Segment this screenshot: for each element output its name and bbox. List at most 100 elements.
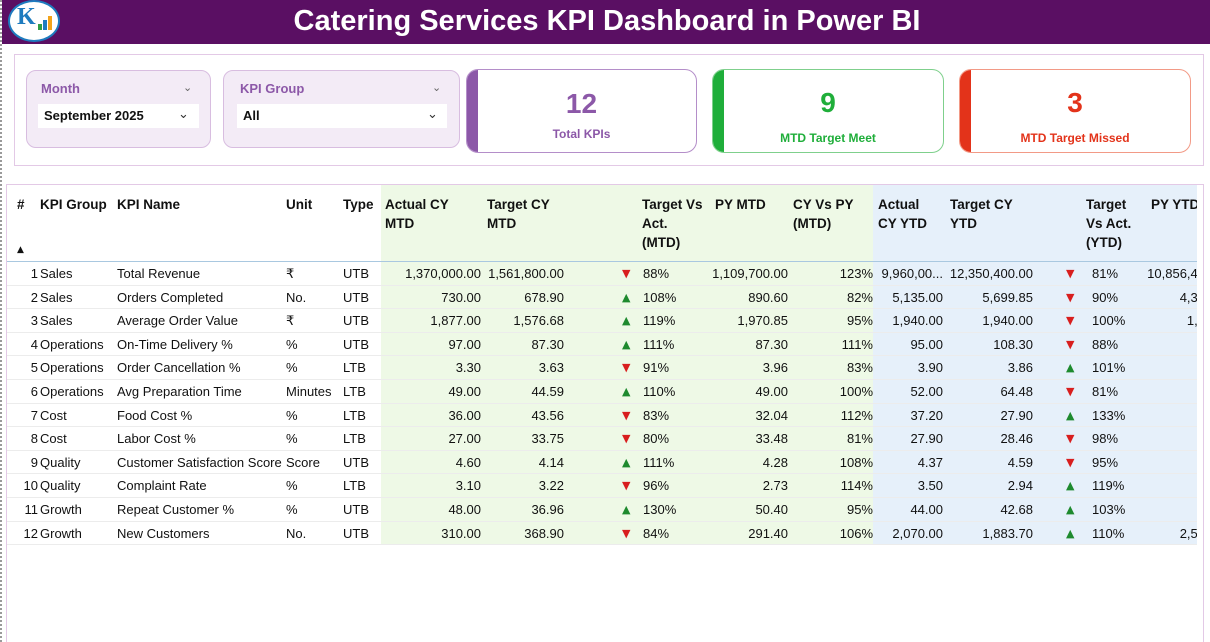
cell-unit: %	[286, 501, 298, 517]
cell-target-vs-act-mtd: 88%	[643, 266, 670, 281]
col-header-actual-cy-mtd[interactable]: Actual CY MTD	[385, 197, 449, 231]
cell-row-number: 9	[30, 454, 38, 470]
table-row[interactable]: 6 Operations Avg Preparation Time Minutes LT…	[7, 380, 1203, 404]
col-header-py-mtd[interactable]: PY MTD	[715, 197, 766, 212]
mtd-target-meet-label: MTD Target Meet	[780, 131, 876, 145]
chevron-down-icon[interactable]: ⌄	[427, 107, 438, 122]
cell-target-cy-mtd: 87.30	[531, 336, 564, 352]
cell-kpi-name: Complaint Rate	[117, 478, 207, 494]
cell-cy-vs-py-mtd: 95%	[846, 313, 873, 329]
table-row[interactable]: 1 Sales Total Revenue ₹ UTB 1,370,000.00 1,561…	[7, 262, 1204, 286]
cell-target-vs-act-ytd: 100%	[1092, 313, 1126, 329]
cell-py-ytd: 2	[1145, 408, 1203, 423]
month-dropdown[interactable]: September 2025 ⌄	[38, 104, 199, 128]
cell-actual-cy-mtd: 3.30	[455, 360, 481, 376]
kpi-group-slicer[interactable]: KPI Group ⌄ All ⌄	[223, 70, 460, 148]
cell-cy-vs-py-mtd: 95%	[846, 501, 873, 517]
card-accent	[713, 70, 724, 152]
dashboard-header: K Catering Services KPI Dashboard in Pow…	[2, 0, 1210, 44]
cell-row-number: 4	[30, 336, 38, 352]
cell-py-ytd: 4,31	[1179, 289, 1204, 305]
table-row[interactable]: 10 Quality Complaint Rate% LTB 3.10 3.22 ▼ 96% 2…	[7, 474, 1203, 498]
vertical-scrollbar[interactable]	[1197, 185, 1203, 642]
cell-actual-cy-mtd: 48.00	[448, 501, 481, 517]
cell-py-ytd: 1,5	[1186, 313, 1204, 329]
cell-target-cy-ytd: 1,883.70	[982, 525, 1033, 541]
cell-type: LTB	[343, 407, 366, 423]
cell-type: LTB	[343, 478, 366, 494]
cell-kpi-name: Orders Completed	[117, 289, 224, 305]
mtd-target-meet-value: 9	[820, 87, 836, 118]
cell-py-ytd: 10,856,40	[1147, 266, 1204, 281]
cell-type: UTB	[343, 525, 369, 541]
col-header-number[interactable]: #	[17, 197, 25, 212]
card-accent	[960, 70, 971, 152]
cell-row-number: 3	[30, 313, 38, 329]
month-slicer[interactable]: Month ⌄ September 2025 ⌄	[26, 70, 211, 148]
col-header-target-vs-act-ytd[interactable]: Target Vs Act. (YTD)	[1086, 197, 1132, 250]
cell-target-cy-ytd: 4.59	[1007, 454, 1033, 470]
cell-type: UTB	[343, 313, 369, 329]
cell-actual-cy-mtd: 27.00	[448, 431, 481, 447]
cell-actual-cy-ytd: 2,070.00	[892, 525, 943, 541]
table-row[interactable]: 4 Operations On-Time Delivery %% UTB 97.00 87…	[7, 333, 1203, 357]
chevron-down-icon[interactable]: ⌄	[432, 81, 442, 94]
col-header-py-ytd[interactable]: PY YTD	[1151, 197, 1200, 212]
col-header-kpi-name[interactable]: KPI Name	[117, 197, 181, 212]
table-row[interactable]: 11 Growth Repeat Customer %% UTB 48.00 36.96 ▲…	[7, 498, 1203, 522]
col-header-unit[interactable]: Unit	[286, 197, 313, 212]
col-header-cy-vs-py-mtd[interactable]: CY Vs PY (MTD)	[793, 197, 854, 231]
cell-target-cy-mtd: 43.56	[531, 407, 564, 423]
table-row[interactable]: 12 Growth New Customers No. UTB 310.00 368.90 ▼…	[7, 522, 1203, 546]
cell-py-mtd: 4.28	[762, 454, 788, 470]
table-row[interactable]: 2 Sales Orders Completed No. UTB 730.00 678.90…	[7, 286, 1204, 310]
kpi-table[interactable]: # KPI Group KPI Name Unit Type Actual CY…	[6, 184, 1204, 642]
cell-target-cy-mtd: 36.96	[531, 501, 564, 517]
col-header-actual-cy-ytd[interactable]: Actual CY YTD	[878, 197, 928, 231]
cell-cy-vs-py-mtd: 112%	[840, 407, 873, 423]
logo-bar-icon	[38, 24, 42, 30]
cell-actual-cy-ytd: 9,960,00...	[881, 266, 943, 281]
cell-target-vs-act-ytd: 81%	[1092, 383, 1119, 399]
table-row[interactable]: 5 Operations Order Cancellation %% LTB 3.30 3…	[7, 356, 1203, 380]
cell-cy-vs-py-mtd: 83%	[846, 360, 873, 376]
col-header-type[interactable]: Type	[343, 197, 374, 212]
col-header-kpi-group[interactable]: KPI Group	[40, 197, 107, 212]
cell-target-vs-act-ytd: 119%	[1092, 478, 1125, 494]
col-header-target-vs-act-mtd[interactable]: Target Vs Act. (MTD)	[642, 197, 703, 250]
cell-target-cy-ytd: 64.48	[1000, 383, 1033, 399]
cell-target-cy-ytd: 2.94	[1007, 478, 1033, 494]
arrow-up-icon: ▲	[1066, 479, 1075, 493]
cell-kpi-group: Quality	[40, 454, 81, 470]
kpi-group-selected-value: All	[243, 108, 260, 123]
chevron-down-icon[interactable]: ⌄	[183, 81, 193, 94]
arrow-down-icon: ▼	[1066, 455, 1075, 469]
cell-target-vs-act-ytd: 133%	[1092, 407, 1126, 423]
cell-kpi-name: On-Time Delivery %	[117, 336, 233, 352]
col-header-target-cy-ytd[interactable]: Target CY YTD	[950, 197, 1013, 231]
cell-unit: %	[286, 478, 298, 494]
cell-type: LTB	[343, 360, 366, 376]
kpi-group-dropdown[interactable]: All ⌄	[237, 104, 447, 128]
chevron-down-icon[interactable]: ⌄	[178, 107, 189, 122]
cell-target-cy-ytd: 28.46	[1000, 431, 1033, 447]
table-row[interactable]: 7 Cost Food Cost %% LTB 36.00 43.56 ▼ 83% 32.04 1…	[7, 404, 1203, 428]
cell-target-vs-act-ytd: 90%	[1092, 289, 1119, 305]
cell-actual-cy-ytd: 27.90	[910, 431, 943, 447]
cell-kpi-group: Growth	[40, 525, 82, 541]
cell-py-mtd: 49.00	[755, 383, 788, 399]
cell-kpi-group: Sales	[40, 289, 73, 305]
table-row[interactable]: 8 Cost Labor Cost %% LTB 27.00 33.75 ▼ 80% 33.48…	[7, 427, 1203, 451]
arrow-down-icon: ▼	[1066, 337, 1075, 351]
table-row[interactable]: 9 Quality Customer Satisfaction Score Score…	[7, 451, 1203, 475]
cell-cy-vs-py-mtd: 111%	[841, 336, 873, 352]
cell-actual-cy-ytd: 1,940.00	[892, 313, 943, 329]
cell-py-ytd: 7	[1145, 337, 1203, 352]
cell-target-vs-act-mtd: 111%	[643, 336, 675, 352]
sort-ascending-icon[interactable]: ▲	[17, 245, 24, 255]
cell-unit: No.	[286, 289, 307, 305]
cell-cy-vs-py-mtd: 82%	[846, 289, 873, 305]
col-header-target-cy-mtd[interactable]: Target CY MTD	[487, 197, 550, 231]
table-row[interactable]: 3 Sales Average Order Value ₹ UTB 1,877.00 1,5…	[7, 309, 1204, 333]
cell-py-mtd: 2.73	[762, 478, 788, 494]
